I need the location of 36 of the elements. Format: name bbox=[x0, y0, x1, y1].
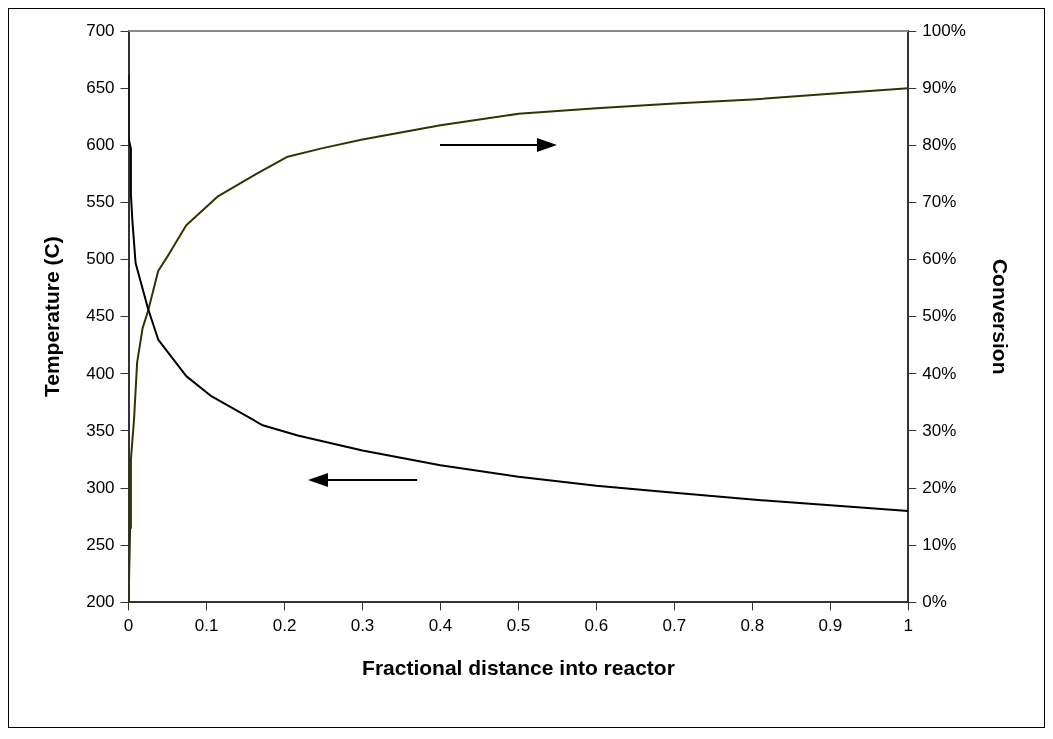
y2-tick-label: 30% bbox=[922, 420, 957, 440]
x-axis-title: Fractional distance into reactor bbox=[362, 656, 675, 680]
x-tick-label: 0.4 bbox=[428, 616, 453, 636]
y-tick-label: 300 bbox=[86, 477, 115, 497]
x-tick-label: 0.8 bbox=[740, 616, 765, 636]
x-tick-label: 0 bbox=[123, 616, 134, 636]
x-tick-label: 0.3 bbox=[350, 616, 375, 636]
x-tick-label: 0.9 bbox=[818, 616, 843, 636]
y-axis-title: Temperature (C) bbox=[40, 236, 64, 398]
y2-tick-label: 0% bbox=[922, 592, 947, 612]
x-tick-label: 1 bbox=[903, 616, 914, 636]
y2-tick-label: 10% bbox=[922, 534, 957, 554]
y-tick-label: 400 bbox=[86, 363, 115, 383]
y2-tick-label: 40% bbox=[922, 363, 957, 383]
y-tick-label: 200 bbox=[86, 592, 115, 612]
y2-tick-label: 60% bbox=[922, 249, 957, 269]
y2-tick-label: 70% bbox=[922, 192, 957, 212]
x-tick-label: 0.1 bbox=[194, 616, 219, 636]
y-tick-label: 500 bbox=[86, 249, 115, 269]
y-tick-label: 350 bbox=[86, 420, 115, 440]
y-tick-label: 700 bbox=[86, 20, 115, 40]
y-tick-label: 450 bbox=[86, 306, 115, 326]
y2-tick-label: 90% bbox=[922, 77, 957, 97]
x-tick-label: 0.2 bbox=[272, 616, 297, 636]
y-tick-label: 650 bbox=[86, 77, 115, 97]
y2-axis-title: Conversion bbox=[988, 258, 1012, 375]
y2-tick-label: 100% bbox=[922, 20, 966, 40]
x-tick-label: 0.7 bbox=[662, 616, 687, 636]
y2-tick-label: 50% bbox=[922, 306, 957, 326]
x-tick-label: 0.5 bbox=[506, 616, 531, 636]
y-tick-label: 600 bbox=[86, 134, 115, 154]
y2-tick-label: 20% bbox=[922, 477, 957, 497]
y-tick-label: 550 bbox=[86, 192, 115, 212]
y-tick-label: 250 bbox=[86, 534, 115, 554]
y2-tick-label: 80% bbox=[922, 134, 957, 154]
x-tick-label: 0.6 bbox=[584, 616, 609, 636]
